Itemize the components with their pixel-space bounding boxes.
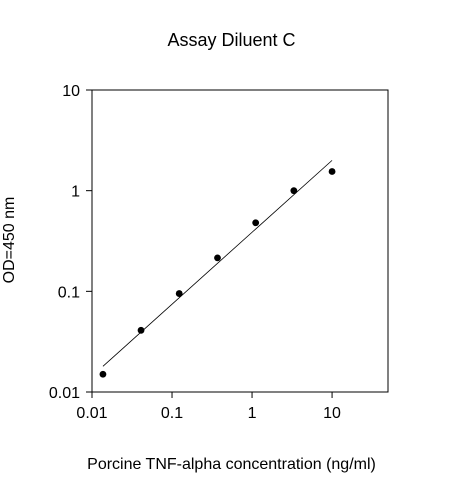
y-tick-label-2: 1 xyxy=(71,184,80,201)
data-point xyxy=(137,326,145,334)
data-point xyxy=(214,254,221,262)
y-axis-label: OD=450 nm xyxy=(1,196,18,284)
data-point xyxy=(175,290,183,297)
x-tick-label-3: 10 xyxy=(323,405,341,422)
x-tick-label-2: 1 xyxy=(248,405,257,422)
data-point xyxy=(290,187,298,195)
x-tick-label-1: 0.1 xyxy=(161,405,183,422)
data-point xyxy=(99,370,107,378)
x-axis-label: Porcine TNF-alpha concentration (ng/ml) xyxy=(87,456,376,473)
data-point xyxy=(328,168,336,175)
chart-title: Assay Diluent C xyxy=(167,30,296,50)
plot-frame xyxy=(91,89,389,393)
x-tick-label-0: 0.01 xyxy=(76,405,107,422)
fit-line xyxy=(102,160,333,367)
y-tick-label-1: 0.1 xyxy=(58,284,80,301)
y-tick-label-0: 0.01 xyxy=(49,385,80,402)
data-point xyxy=(252,219,260,227)
y-tick-label-3: 10 xyxy=(62,83,80,100)
